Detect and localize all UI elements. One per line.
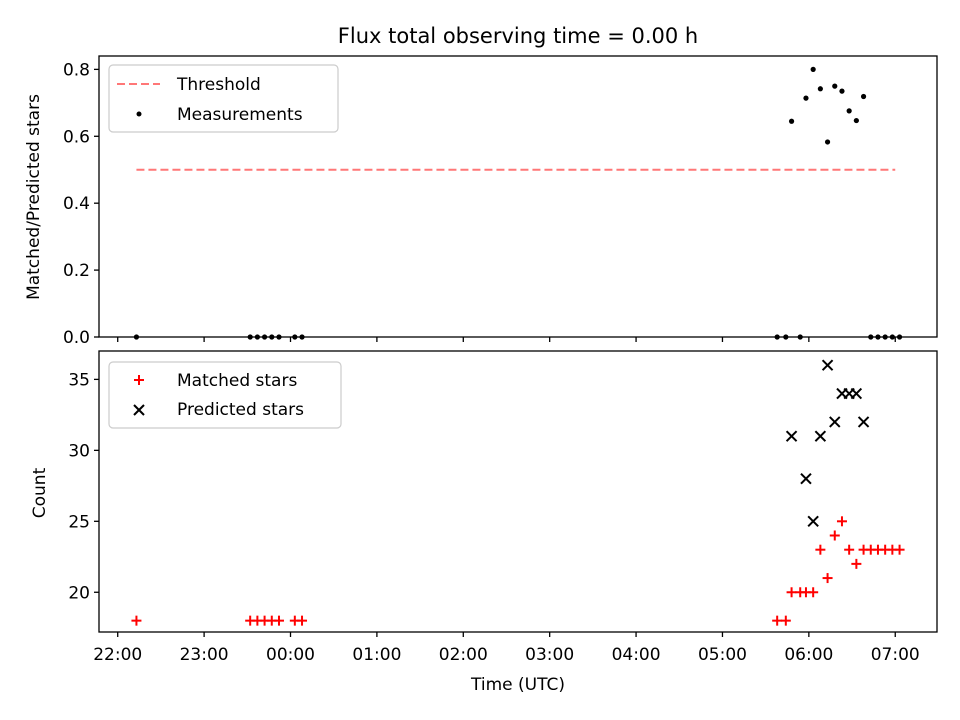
measurement-point	[810, 66, 816, 72]
predicted-stars-point	[829, 416, 841, 428]
y-tick-label: 0.8	[63, 60, 90, 80]
measurement-point	[860, 93, 867, 100]
matched-stars-point	[829, 530, 840, 541]
x-tick-label: 01:00	[352, 645, 401, 665]
measurements-legend-label: Measurements	[177, 105, 303, 125]
measurement-point	[839, 88, 845, 94]
top-axes-frame	[98, 55, 938, 338]
predicted-stars-point	[857, 416, 870, 428]
x-tick-label: 00:00	[266, 645, 315, 665]
measurement-point	[803, 95, 809, 101]
matched-stars-point	[851, 558, 862, 569]
predicted-stars-point	[814, 430, 827, 442]
matched-stars-point	[836, 516, 847, 527]
matched-legend-label: Matched stars	[177, 371, 297, 391]
bottom-axes-frame	[98, 350, 938, 633]
count-panel: Count Time (UTC) 20 25 30 35 22:00 23:00 00:0…	[30, 350, 938, 695]
matched-stars-point	[844, 544, 855, 555]
bottom-legend-box	[108, 361, 342, 429]
top-y-axis-label: Matched/Predicted stars	[24, 94, 44, 300]
matched-stars-point	[894, 544, 905, 555]
measurement-point	[832, 83, 838, 89]
y-tick-label: 0.6	[63, 127, 90, 147]
bottom-y-axis-label: Count	[30, 467, 50, 518]
matched-stars-point	[822, 573, 833, 584]
matched-stars-point	[131, 615, 142, 626]
threshold-legend-label: Threshold	[176, 75, 261, 95]
measurement-point	[817, 86, 823, 92]
predicted-stars-point	[800, 473, 812, 485]
matched-stars-point	[297, 615, 308, 626]
x-tick-label: 02:00	[439, 645, 488, 665]
bottom-data-marks	[131, 359, 905, 626]
y-tick-label: 20	[68, 583, 90, 603]
measurement-point	[846, 108, 852, 114]
top-legend: Threshold Measurements	[108, 64, 339, 133]
x-axis-label: Time (UTC)	[470, 675, 565, 695]
bottom-y-ticks: 20 25 30 35	[68, 370, 99, 603]
matched-stars-point	[772, 615, 783, 626]
predicted-stars-point	[821, 359, 834, 371]
measurements-legend-swatch	[136, 111, 142, 117]
bottom-legend: Matched stars Predicted stars	[108, 361, 342, 429]
predicted-stars-point	[807, 515, 819, 528]
top-y-ticks: 0.0 0.2 0.4 0.6 0.8	[63, 60, 99, 348]
x-tick-label: 04:00	[612, 645, 661, 665]
x-tick-label: 07:00	[871, 645, 920, 665]
measurement-point	[788, 118, 795, 124]
x-tick-label: 05:00	[698, 645, 747, 665]
matched-legend-swatch	[134, 375, 144, 385]
x-tick-label: 03:00	[525, 645, 574, 665]
matched-stars-point	[273, 615, 284, 626]
predicted-legend-label: Predicted stars	[177, 400, 304, 420]
y-tick-label: 30	[68, 441, 90, 461]
predicted-stars-point	[850, 387, 863, 400]
y-tick-label: 0.2	[63, 261, 90, 281]
y-tick-label: 0.4	[63, 194, 90, 214]
y-tick-label: 25	[68, 512, 90, 532]
y-tick-label: 0.0	[63, 328, 90, 348]
ratio-panel: Flux total observing time = 0.00 h Match…	[24, 24, 938, 348]
matched-stars-point	[780, 615, 791, 626]
predicted-stars-point	[785, 430, 798, 442]
measurement-point	[824, 139, 831, 145]
measurement-point	[853, 117, 859, 124]
matched-stars-point	[808, 587, 819, 598]
matched-stars-point	[786, 587, 797, 598]
y-tick-label: 35	[68, 370, 90, 390]
top-legend-box	[108, 64, 339, 133]
matched-stars-point	[815, 544, 826, 555]
x-tick-label: 22:00	[93, 645, 142, 665]
x-tick-label: 06:00	[784, 645, 833, 665]
x-tick-label: 23:00	[180, 645, 229, 665]
top-x-ticks	[117, 337, 896, 342]
chart-title: Flux total observing time = 0.00 h	[338, 24, 698, 48]
bottom-x-ticks: 22:00 23:00 00:00 01:00 02:00 03:00 04:00 05:00…	[93, 632, 920, 665]
predicted-legend-swatch	[133, 404, 145, 416]
